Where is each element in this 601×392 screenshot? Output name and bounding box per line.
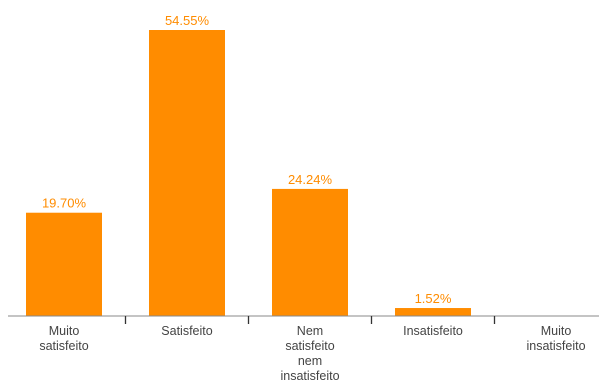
category-label-4: Muito insatisfeito (526, 324, 585, 353)
bars-group (26, 30, 471, 316)
category-label-0: Muito satisfeito (39, 324, 88, 353)
bar-2 (272, 188, 348, 316)
bar-0 (26, 212, 102, 316)
category-label-2: Nem satisfeito nem insatisfeito (280, 324, 339, 383)
category-label-1: Satisfeito (161, 324, 212, 338)
value-label-2: 24.24% (288, 172, 333, 187)
category-label-3: Insatisfeito (403, 324, 463, 338)
x-axis-ticks (124, 316, 496, 324)
category-labels-group: Muito satisfeito Satisfeito Nem satisfeito ne… (39, 324, 585, 383)
value-label-0: 19.70% (42, 196, 87, 211)
value-label-3: 1.52% (415, 291, 452, 306)
bar-3 (395, 308, 471, 316)
value-label-1: 54.55% (165, 13, 210, 28)
value-labels-group: 19.70% 54.55% 24.24% 1.52% (42, 13, 452, 306)
bar-1 (149, 30, 225, 316)
